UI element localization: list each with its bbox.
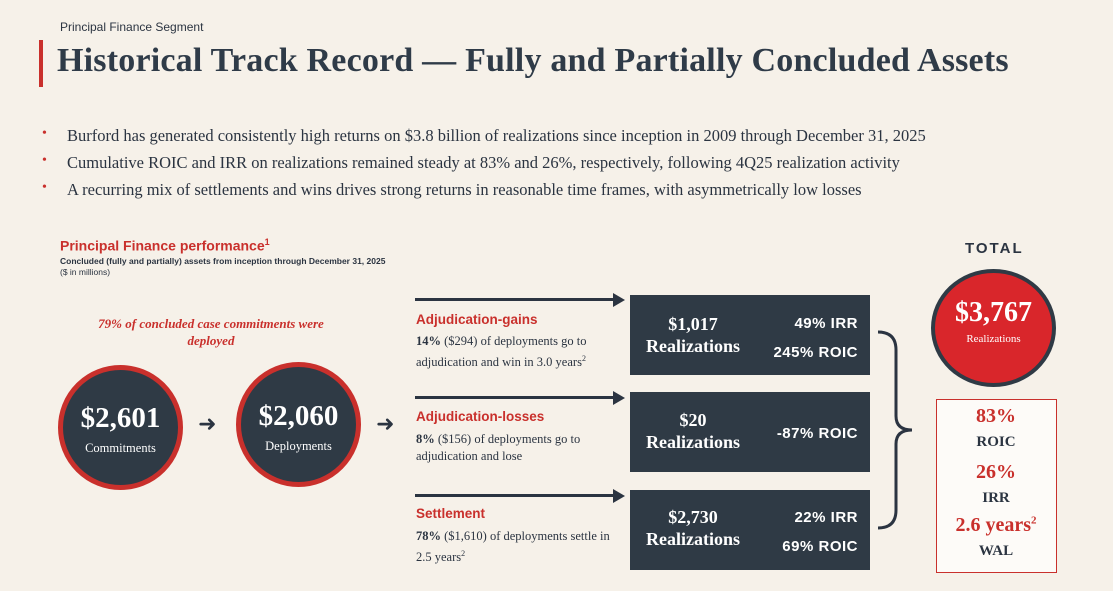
total-label: TOTAL <box>965 240 1024 257</box>
arrow-right-icon: ➜ <box>198 412 217 437</box>
category-desc-settlement: 78% ($1,610) of deployments settle in 2.… <box>416 528 621 566</box>
total-wal-footnote: 2 <box>1031 514 1037 527</box>
bullet-dot-icon: • <box>42 153 47 168</box>
category-desc-footnote: 2 <box>461 549 466 558</box>
category-desc-pct: 8% <box>416 432 435 446</box>
category-desc-pct: 78% <box>416 529 441 543</box>
flow-arrow <box>415 293 625 307</box>
realizations-label: Realizations <box>646 529 740 549</box>
realizations-value: $20 <box>679 410 707 430</box>
category-desc-text: ($294) of deployments go to adjudication… <box>416 334 587 370</box>
title-accent-bar <box>39 40 43 87</box>
total-wal-number: 2.6 years <box>955 514 1032 536</box>
performance-title-text: Principal Finance performance <box>60 237 265 254</box>
category-desc-adjudication-gains: 14% ($294) of deployments go to adjudica… <box>416 333 621 371</box>
realizations-box-settlement: $2,730 Realizations 22% IRR 69% ROIC <box>630 490 870 570</box>
metric-irr: 22% IRR <box>794 509 858 526</box>
bullet-text: Cumulative ROIC and IRR on realizations … <box>67 153 900 172</box>
total-sublabel: Realizations <box>966 333 1021 345</box>
deployments-label: Deployments <box>265 439 332 453</box>
page-title: Historical Track Record — Fully and Part… <box>57 42 1009 79</box>
curly-bracket-icon <box>877 330 913 530</box>
metric-roic: 245% ROIC <box>773 344 858 361</box>
realizations-value: $2,730 <box>668 507 718 527</box>
deployments-circle: $2,060 Deployments <box>236 362 361 487</box>
performance-title: Principal Finance performance1 <box>60 237 270 254</box>
category-desc-pct: 14% <box>416 334 441 348</box>
deployments-value: $2,060 <box>258 400 339 432</box>
performance-footnote: 1 <box>264 237 270 247</box>
commitments-circle: $2,601 Commitments <box>58 365 183 490</box>
metric-roic: -87% ROIC <box>776 425 858 442</box>
metric-irr: 49% IRR <box>794 315 858 332</box>
metric-roic: 69% ROIC <box>782 538 858 555</box>
category-desc-text: ($156) of deployments go to adjudication… <box>416 432 581 463</box>
category-title-adjudication-gains: Adjudication-gains <box>416 312 538 327</box>
realizations-label: Realizations <box>646 336 740 356</box>
category-desc-adjudication-losses: 8% ($156) of deployments go to adjudicat… <box>416 431 621 465</box>
deployed-note: 79% of concluded case commitments were d… <box>98 316 324 348</box>
bullet-text: Burford has generated consistently high … <box>67 126 926 145</box>
category-desc-text: ($1,610) of deployments settle in 2.5 ye… <box>416 529 610 565</box>
segment-label: Principal Finance Segment <box>60 20 204 34</box>
bullet-text: A recurring mix of settlements and wins … <box>67 180 862 199</box>
realizations-box-adjudication-losses: $20 Realizations -87% ROIC <box>630 392 870 472</box>
commitments-value: $2,601 <box>80 402 161 434</box>
total-wal-value: 2.6 years2 <box>937 514 1055 537</box>
performance-unit: ($ in millions) <box>60 267 111 277</box>
realizations-value: $1,017 <box>668 314 718 334</box>
bullet-dot-icon: • <box>42 180 47 195</box>
realizations-box-adjudication-gains: $1,017 Realizations 49% IRR 245% ROIC <box>630 295 870 375</box>
realizations-label: Realizations <box>646 432 740 452</box>
total-roic-value: 83% <box>976 405 1016 427</box>
category-title-settlement: Settlement <box>416 506 486 521</box>
total-irr-value: 26% <box>976 461 1016 483</box>
total-value: $3,767 <box>955 297 1032 328</box>
performance-subtitle: Concluded (fully and partially) assets f… <box>60 256 386 266</box>
total-irr-label: IRR <box>982 490 1010 506</box>
category-desc-footnote: 2 <box>581 354 586 363</box>
arrow-right-icon: ➜ <box>376 412 395 437</box>
total-roic-label: ROIC <box>976 434 1016 450</box>
total-circle: $3,767 Realizations <box>931 269 1056 387</box>
commitments-label: Commitments <box>85 441 156 455</box>
category-title-adjudication-losses: Adjudication-losses <box>416 409 545 424</box>
flow-arrow <box>415 489 625 503</box>
total-wal-label: WAL <box>978 543 1014 559</box>
flow-arrow <box>415 391 625 405</box>
bullet-dot-icon: • <box>42 126 47 141</box>
total-metrics-box: 83% ROIC 26% IRR 2.6 years2 WAL <box>936 399 1057 573</box>
